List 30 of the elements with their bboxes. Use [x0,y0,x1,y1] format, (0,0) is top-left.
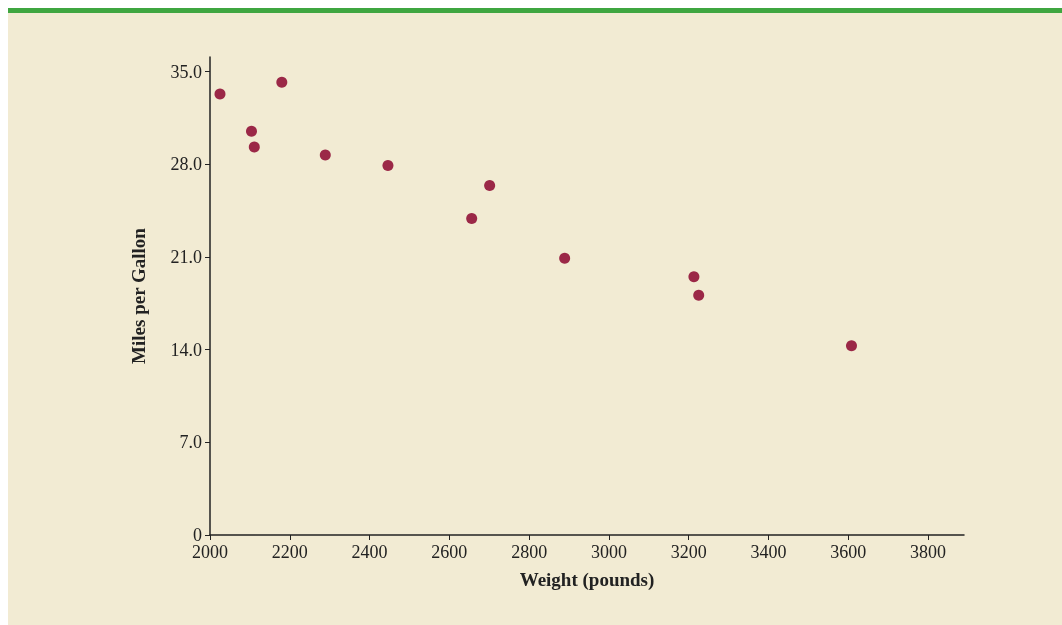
point [214,88,226,100]
x-tick-label: 2600 [431,542,468,562]
point [466,213,478,225]
x-tick-label: 3000 [590,542,627,562]
point [484,179,496,191]
point [248,141,260,153]
y-tick-label: 0 [193,525,202,545]
point [688,271,700,283]
y-tick-label: 28.0 [170,154,202,175]
point [246,125,257,137]
point [382,160,394,172]
y-tick-label: 14.0 [170,339,202,360]
x-tick-label: 2200 [271,542,308,562]
y-tick-label: 35.0 [170,61,202,82]
y-tick-label: 7.0 [179,432,202,453]
x-tick-label: 3800 [910,542,947,562]
point [276,76,288,88]
x-tick-label: 3200 [670,542,707,562]
point [559,252,571,264]
x-tick-label: 2000 [192,542,228,562]
x-tick-label: 3400 [750,542,787,562]
y-tick-label: 21.0 [170,246,202,267]
x-axis-title: Weight (pounds) [519,569,655,591]
point [319,149,331,161]
y-axis-title: Miles per Gallon [128,227,149,364]
x-tick-label: 2800 [511,542,548,562]
x-tick-label: 3600 [830,542,867,562]
point [693,289,705,301]
x-tick-label: 2400 [351,542,388,562]
point [846,340,857,352]
